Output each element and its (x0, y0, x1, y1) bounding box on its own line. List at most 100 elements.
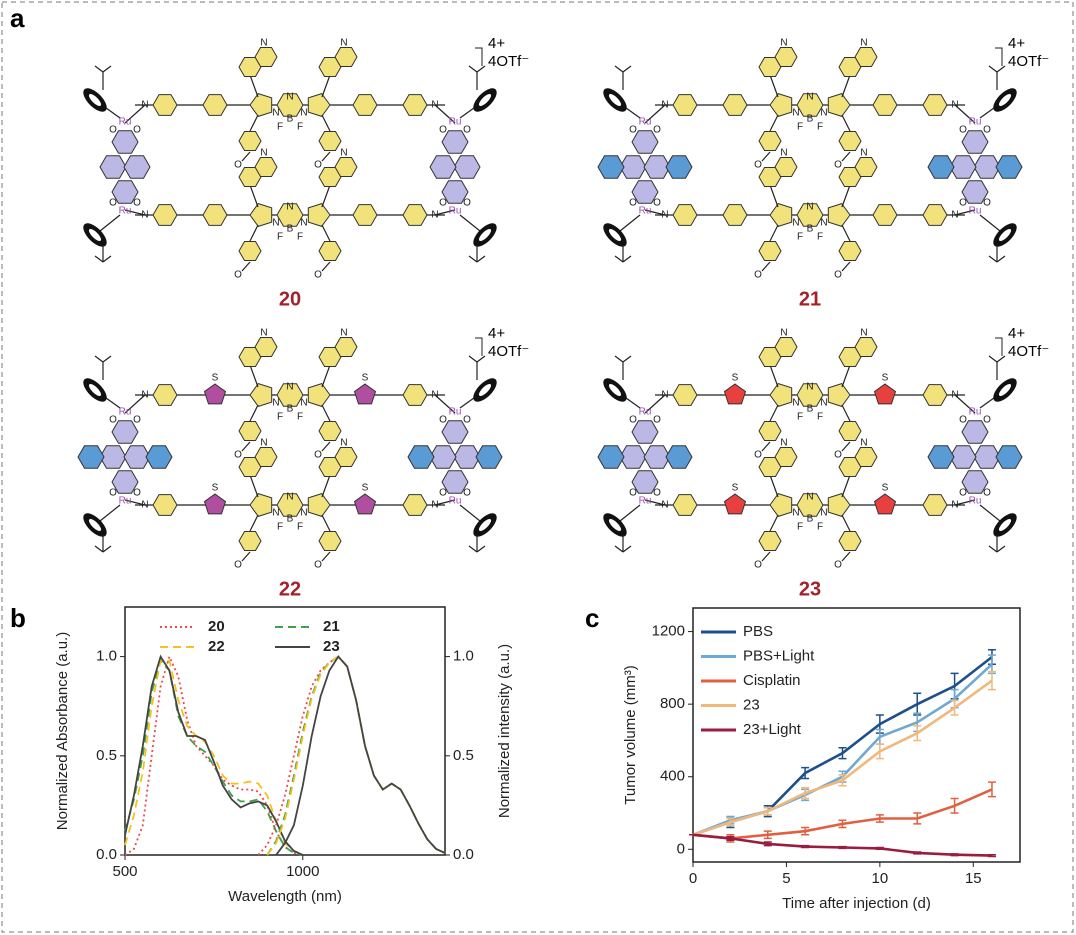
ring (441, 130, 469, 154)
bond (622, 65, 632, 73)
ring (123, 155, 151, 179)
cymene-inner (88, 383, 102, 397)
bond (102, 355, 112, 363)
ring (318, 131, 342, 151)
bond (614, 65, 624, 73)
bond (841, 514, 851, 532)
atom-label: N (260, 38, 267, 49)
ring (111, 180, 139, 204)
atom-label: N (661, 500, 668, 511)
atom-label: N (431, 210, 438, 221)
bracket (475, 47, 483, 66)
ring (961, 420, 989, 444)
ring (872, 94, 898, 116)
ring (407, 445, 435, 469)
error-bar (763, 806, 772, 816)
bond (94, 65, 104, 73)
legend-label: 20 (208, 618, 225, 635)
cymene-inner (608, 93, 622, 107)
atom-label: F (797, 232, 803, 243)
error-bar (801, 766, 810, 780)
atom-label: N (806, 492, 813, 503)
ring (99, 155, 127, 179)
atom-label: N (860, 148, 867, 159)
series-line (124, 654, 304, 856)
atom-label: O (629, 488, 637, 499)
ring (203, 383, 227, 405)
series-line (275, 655, 446, 856)
atom-label: O (463, 198, 471, 209)
cymene-inner (88, 518, 102, 532)
bond (761, 551, 771, 562)
ring (927, 155, 955, 179)
panel-label: b (10, 603, 26, 633)
atom-label: S (212, 483, 219, 494)
bond (841, 474, 851, 498)
bond (468, 65, 478, 73)
cymene-inner (998, 518, 1012, 532)
atom-label: B (807, 514, 814, 525)
atom-label: N (806, 382, 813, 393)
ring (402, 94, 428, 116)
atom-label: Ru (119, 117, 132, 128)
atom-label: N (820, 108, 827, 119)
ring (254, 447, 278, 467)
atom-label: O (234, 160, 242, 171)
atom-label: N (340, 438, 347, 449)
ring (238, 531, 262, 551)
ring (352, 204, 378, 226)
ring (796, 383, 824, 407)
atom-label: B (287, 514, 294, 525)
bond (249, 404, 259, 422)
ring (758, 421, 782, 441)
ring (631, 420, 659, 444)
ring (774, 447, 798, 467)
error-bar (838, 746, 847, 760)
bond (988, 65, 998, 73)
legend-label: PBS+Light (743, 647, 815, 664)
ring (249, 383, 273, 407)
atom-label: N (340, 38, 347, 49)
cymene-inner (88, 93, 102, 107)
atom-label: Ru (969, 206, 982, 217)
ring (152, 204, 178, 226)
atom-label: B (807, 404, 814, 415)
ring (77, 445, 105, 469)
bond (249, 74, 259, 98)
y-tick-label: 0 (677, 840, 685, 857)
ring (769, 383, 793, 407)
cymene-inner (998, 93, 1012, 107)
ring (202, 204, 228, 226)
ring (672, 384, 698, 406)
ring (276, 383, 304, 407)
ring (238, 241, 262, 261)
atom-label: B (807, 114, 814, 125)
legend-label: 21 (323, 618, 340, 635)
error-bar (987, 781, 996, 798)
atom-label: O (314, 560, 322, 571)
atom-label: N (300, 508, 307, 519)
atom-label: N (780, 438, 787, 449)
error-bar (987, 853, 996, 858)
atom-label: N (780, 148, 787, 159)
ring (827, 383, 851, 407)
atom-label: N (300, 218, 307, 229)
atom-label: N (286, 92, 293, 103)
error-bar (726, 817, 735, 827)
error-bar (950, 797, 959, 814)
atom-label: O (133, 415, 141, 426)
atom-label: O (959, 198, 967, 209)
atom-label: N (792, 508, 799, 519)
bond (321, 551, 331, 562)
atom-label: F (297, 232, 303, 243)
bond (476, 355, 486, 363)
atom-label: O (109, 198, 117, 209)
ring (307, 203, 331, 227)
atom-label: O (983, 488, 991, 499)
bond (988, 255, 998, 263)
bond (249, 114, 259, 132)
ring (631, 130, 659, 154)
ring (872, 204, 898, 226)
atom-label: F (297, 122, 303, 133)
ring (796, 93, 824, 117)
